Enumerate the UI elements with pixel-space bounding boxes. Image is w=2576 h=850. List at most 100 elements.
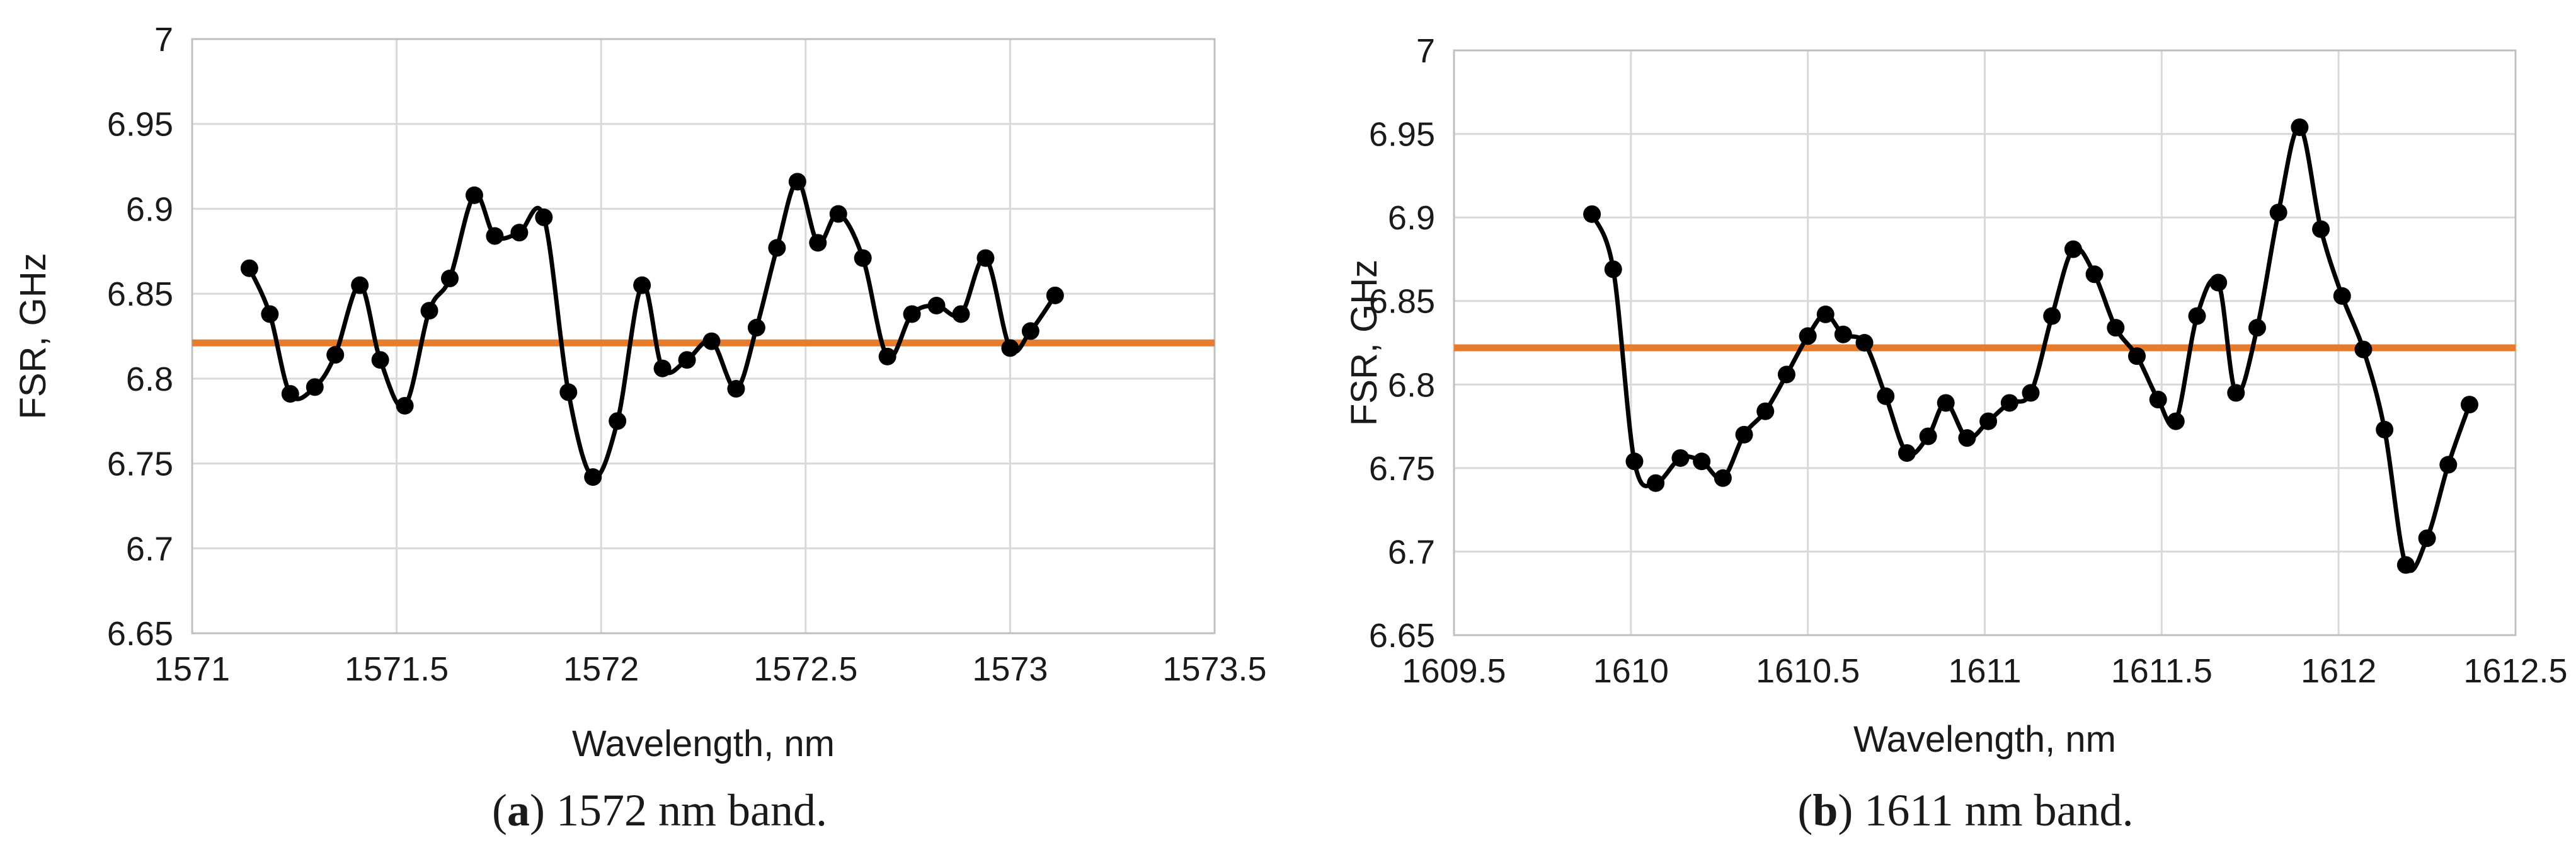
data-point (2000, 394, 2018, 412)
y-tick-label: 6.75 (1369, 450, 1435, 488)
data-point (809, 234, 827, 252)
data-point (2064, 240, 2082, 258)
data-point (727, 380, 745, 398)
data-point (326, 346, 345, 364)
data-point (1756, 402, 1775, 420)
y-axis-title: FSR, GHz (1344, 260, 1385, 426)
y-axis-title: FSR, GHz (13, 253, 54, 419)
x-tick-label: 1571.5 (345, 650, 449, 688)
y-tick-label: 6.75 (107, 445, 173, 483)
data-point (678, 351, 696, 369)
y-tick-label: 6.95 (1369, 116, 1435, 154)
data-point (2149, 391, 2167, 409)
y-tick-label: 7 (154, 21, 173, 59)
data-point (1583, 205, 1601, 223)
x-tick-label: 1612 (2301, 652, 2376, 690)
data-point (1001, 339, 1019, 357)
data-point (2354, 340, 2373, 359)
x-tick-label: 1610 (1593, 652, 1669, 690)
data-point (2460, 396, 2478, 414)
plot-area (191, 38, 1216, 635)
y-tick-label: 6.65 (107, 615, 173, 653)
x-tick-label: 1573.5 (1162, 650, 1266, 688)
data-point (584, 468, 602, 486)
data-point (2209, 273, 2228, 292)
data-point (653, 359, 672, 377)
x-tick-label: 1611.5 (2111, 652, 2212, 690)
data-point (1046, 286, 1064, 304)
data-point (351, 276, 369, 294)
data-point (1777, 365, 1795, 384)
data-point (702, 332, 721, 350)
data-point (2439, 456, 2458, 474)
data-point (927, 297, 946, 315)
data-point (2291, 118, 2309, 136)
data-point (788, 173, 806, 191)
x-tick-label: 1573 (972, 650, 1048, 688)
y-tick-label: 6.9 (126, 190, 173, 228)
data-point (2227, 384, 2245, 402)
data-point (747, 319, 765, 337)
x-tick-label: 1609.5 (1402, 652, 1506, 690)
data-point (2085, 265, 2104, 284)
data-point (768, 239, 786, 257)
y-tick-label: 7 (1416, 32, 1435, 70)
data-point (609, 412, 627, 430)
data-point (2128, 347, 2146, 365)
data-point (1855, 334, 1874, 352)
x-tick-label: 1610.5 (1756, 652, 1860, 690)
data-point (976, 249, 995, 267)
data-point (854, 249, 872, 267)
data-point (1834, 325, 1852, 343)
plot-frame (1453, 49, 2517, 636)
x-axis-title: Wavelength, nm (572, 723, 835, 764)
data-point (2376, 420, 2394, 439)
y-tick-label: 6.8 (126, 360, 173, 398)
chart-a: 1571 1571.5 1572 1572.5 1573 1573.5 6.65 6.7 6.7… (13, 21, 1267, 836)
data-point (486, 227, 504, 245)
data-point (510, 224, 529, 242)
data-point (1979, 412, 1998, 430)
plot-frame (191, 38, 1216, 635)
data-point (1877, 387, 1895, 405)
data-point (1735, 425, 1753, 444)
y-tick-label: 6.85 (1369, 283, 1435, 321)
data-point (2167, 412, 2185, 430)
caption-open: ( (1797, 785, 1812, 836)
data-point (2333, 287, 2351, 305)
data-point (1647, 474, 1665, 492)
data-point (306, 378, 324, 396)
x-tick-label: 1572.5 (753, 650, 857, 688)
data-point (440, 269, 459, 287)
data-point (281, 385, 299, 403)
data-point (2418, 529, 2436, 548)
data-point (559, 383, 578, 401)
data-point (1625, 452, 1644, 471)
x-tick-label: 1571 (154, 650, 230, 688)
caption-text: ) 1611 nm band. (1838, 785, 2133, 836)
data-point (2022, 384, 2040, 402)
caption-letter: b (1812, 785, 1838, 836)
caption: (a) 1572 nm band. (492, 785, 827, 836)
data-point (1604, 260, 1622, 279)
data-point (535, 208, 553, 226)
x-tick-label: 1612.5 (2463, 652, 2567, 690)
data-point (2396, 556, 2415, 574)
y-tick-label: 6.7 (1388, 533, 1435, 571)
caption-text: ) 1572 nm band. (530, 785, 827, 836)
data-point (1693, 452, 1711, 471)
y-tick-label: 6.8 (1388, 366, 1435, 404)
x-tick-label: 1611 (1948, 652, 2021, 690)
x-tick-label: 1572 (563, 650, 639, 688)
data-point (2248, 319, 2266, 337)
data-point (371, 351, 389, 369)
caption: (b) 1611 nm band. (1797, 785, 2133, 836)
data-point (1799, 327, 1817, 345)
y-tick-label: 6.7 (126, 530, 173, 568)
data-point (1671, 449, 1690, 467)
data-point (2043, 307, 2061, 325)
data-point (240, 259, 258, 277)
y-tick-label: 6.95 (107, 106, 173, 144)
data-point (1898, 444, 1916, 462)
